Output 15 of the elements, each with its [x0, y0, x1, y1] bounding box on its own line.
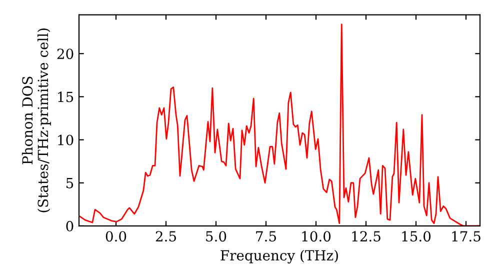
- y-tick-label: 0: [66, 220, 74, 232]
- x-axis-title: Frequency (THz): [220, 250, 338, 264]
- x-tick-label: 10.0: [302, 231, 331, 242]
- x-tick-label: 12.5: [352, 231, 380, 242]
- y-tick-label: 10: [58, 134, 74, 146]
- y-tick-label: 5: [66, 178, 74, 188]
- x-tick-label: 2.5: [156, 231, 176, 242]
- y-tick-label: 15: [58, 92, 74, 102]
- y-axis-title: Phonon DOS (States/THz·primitive cell): [22, 28, 51, 212]
- y-tick-label: 20: [57, 48, 74, 60]
- x-tick-label: 5.0: [206, 231, 226, 242]
- x-tick-label: 7.5: [256, 231, 276, 242]
- x-tick-label: 15.0: [402, 231, 431, 242]
- x-tick-label: 0.0: [106, 231, 126, 242]
- x-tick-label: 17.5: [452, 231, 480, 242]
